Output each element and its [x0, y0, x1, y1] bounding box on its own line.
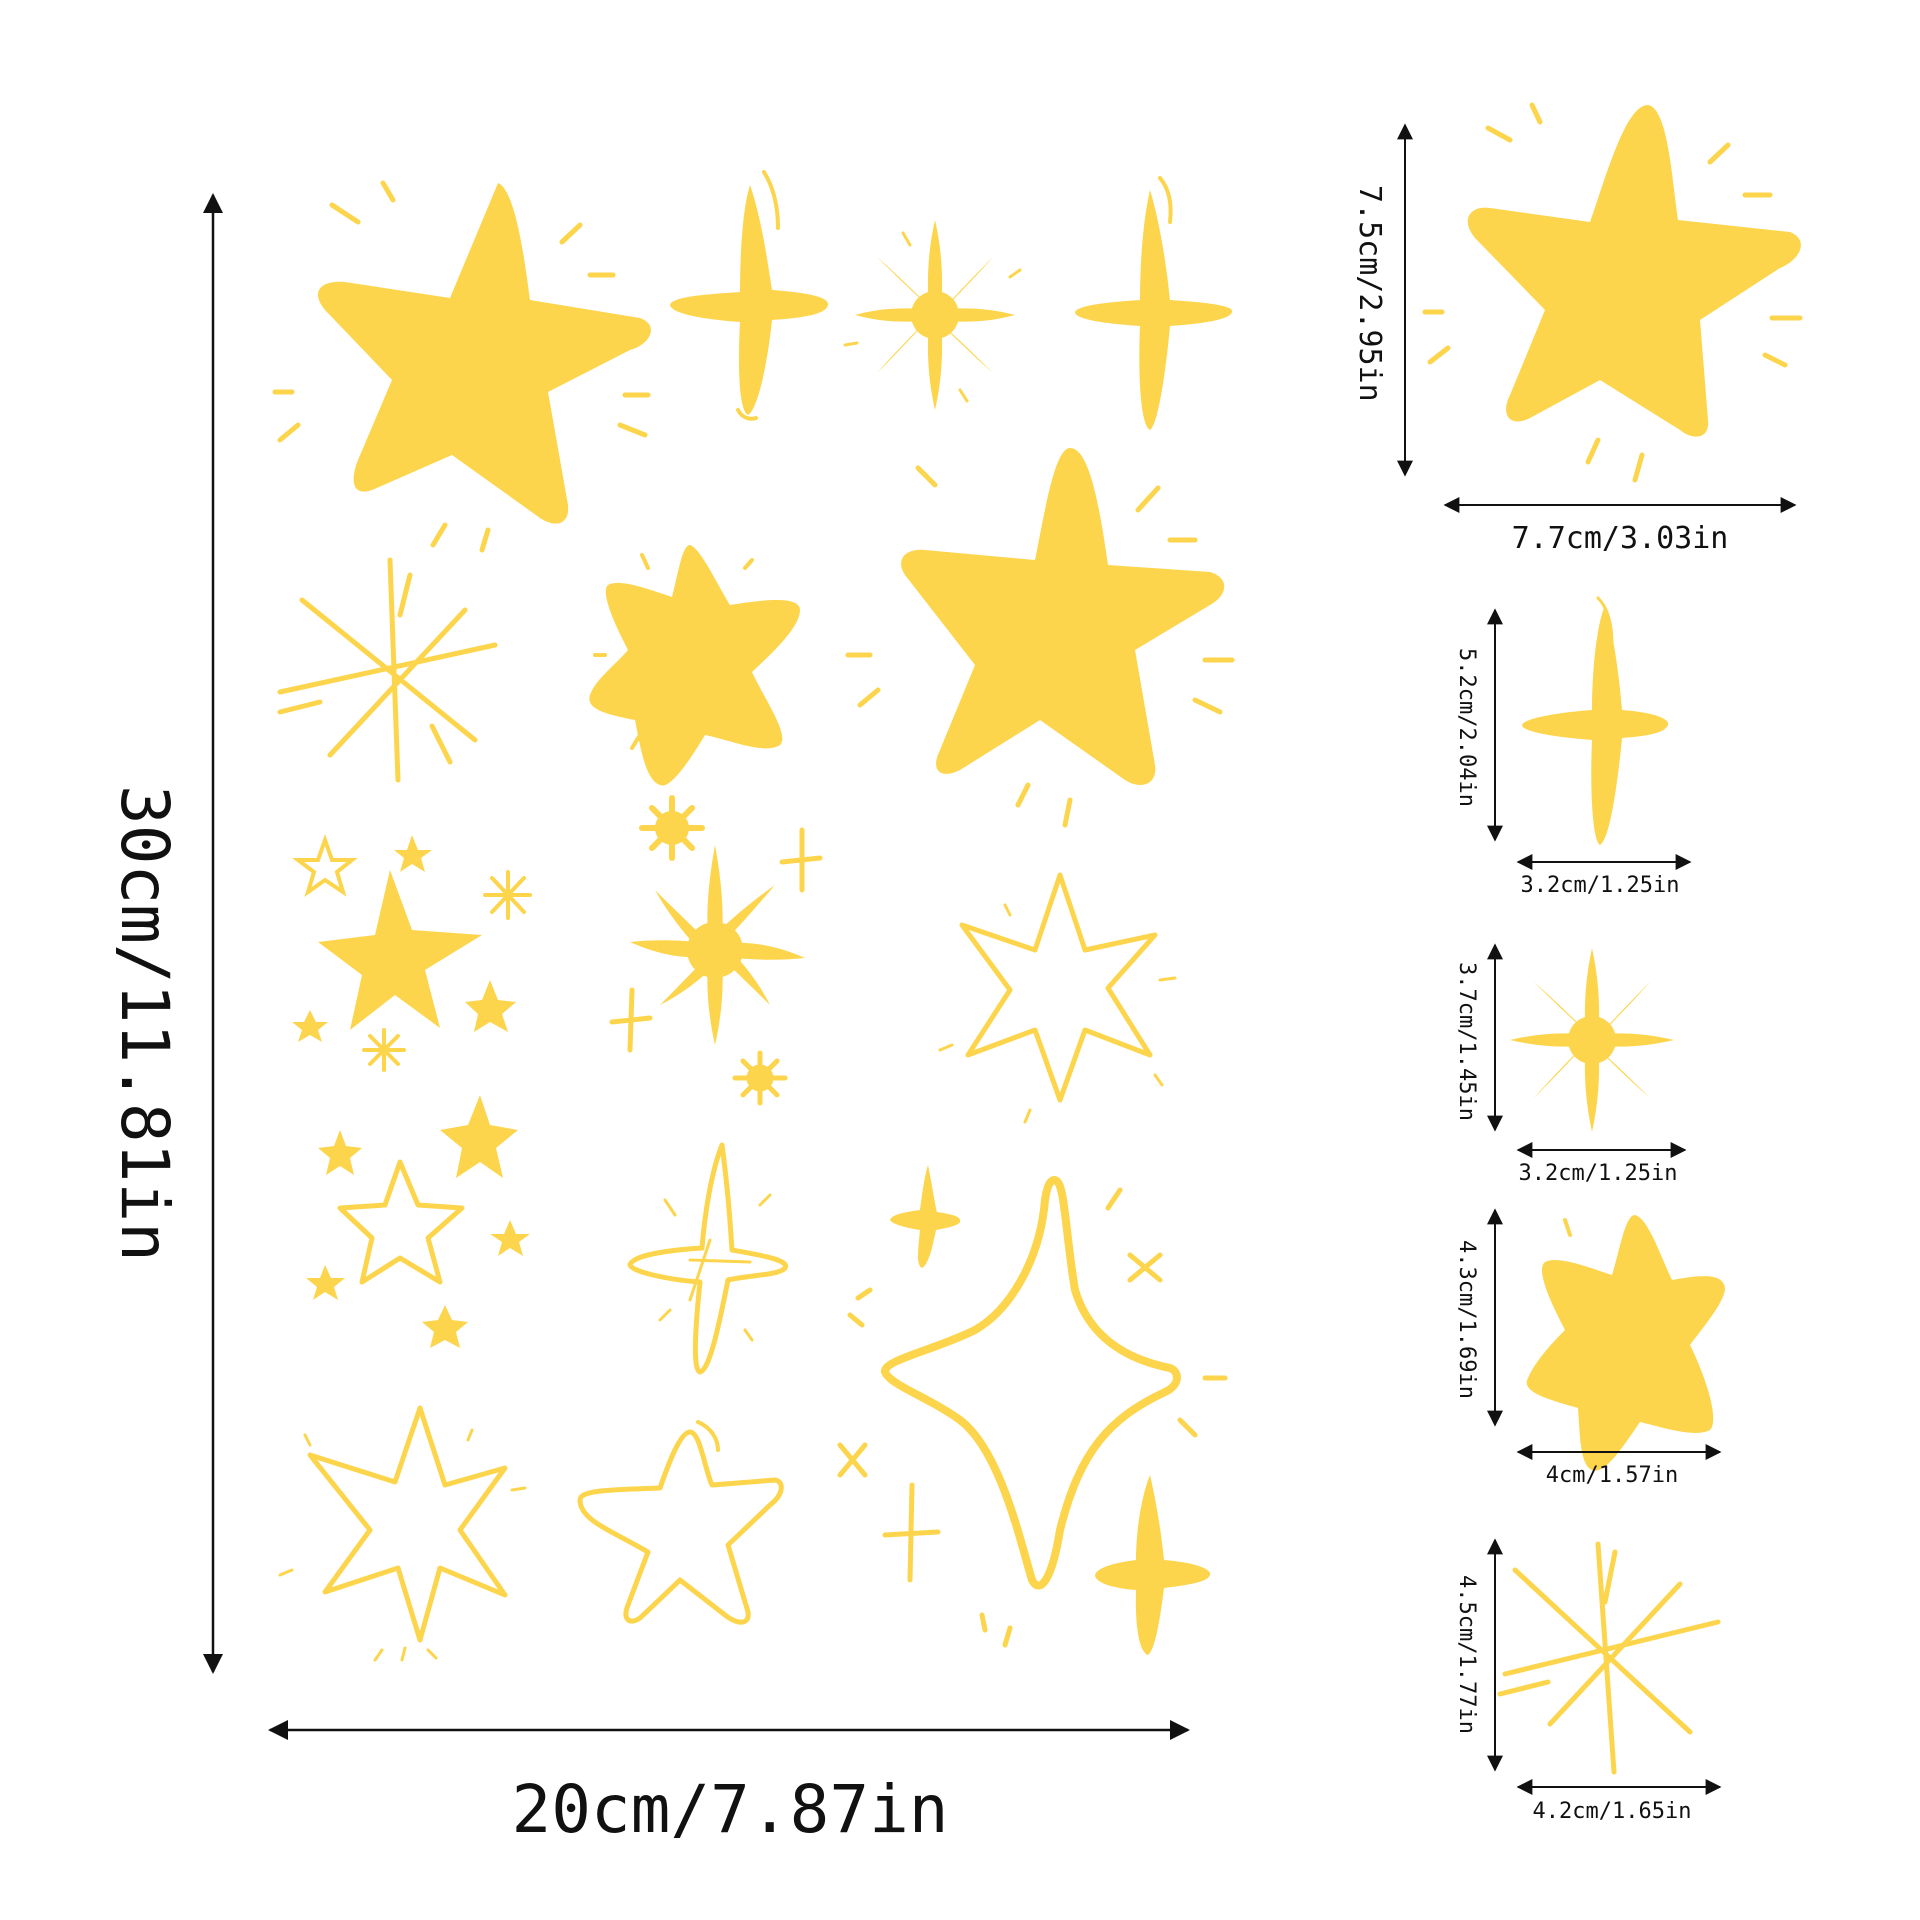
main-width-label: 20cm/7.87in: [511, 1771, 948, 1848]
outline-sparkle-icon: [627, 1142, 788, 1375]
detail-2-width-label: 3.2cm/1.25in: [1521, 873, 1680, 898]
detail-five-point-star: 7.5cm/2.95in 7.7cm/3.03in: [1352, 102, 1803, 556]
detail-eight-point-star: 3.7cm/1.45in 3.2cm/1.25in: [1454, 943, 1687, 1186]
outline-star-icon: [938, 872, 1177, 1124]
detail-six-point-star: 4.3cm/1.69in 4cm/1.57in: [1454, 1208, 1725, 1488]
main-height-dimension: 30cm/11.81in: [106, 193, 223, 1674]
detail-1-height-label: 7.5cm/2.95in: [1352, 185, 1387, 402]
detail-starburst: 4.5cm/1.77in 4.2cm/1.65in: [1454, 1538, 1722, 1824]
five-point-star-icon: [1467, 105, 1801, 437]
main-height-label: 30cm/11.81in: [106, 785, 183, 1262]
six-point-star-icon: [1526, 1215, 1725, 1471]
detail-3-height-label: 3.7cm/1.45in: [1454, 962, 1479, 1121]
outline-star-icon: [577, 1420, 784, 1625]
outline-star-icon: [278, 1405, 527, 1662]
sparkle-icon: [1522, 605, 1669, 845]
plus-sparkle-icon: [837, 1442, 941, 1583]
detail-3-width-label: 3.2cm/1.25in: [1519, 1161, 1678, 1186]
detail-5-width-label: 4.2cm/1.65in: [1533, 1799, 1692, 1824]
big-filled-star-icon: [272, 180, 651, 553]
detail-1-width-label: 7.7cm/3.03in: [1512, 521, 1729, 556]
outline-star-cluster-icon: [306, 1095, 530, 1348]
sparkle-icon: [1095, 1475, 1211, 1655]
main-width-dimension: 20cm/7.87in: [268, 1720, 1190, 1848]
detail-4-width-label: 4cm/1.57in: [1546, 1463, 1678, 1488]
star-cluster-icon: [292, 833, 532, 1072]
six-point-star-icon: [589, 545, 800, 786]
starburst-icon: [277, 557, 498, 783]
detail-four-point-sparkle: 5.2cm/2.04in 3.2cm/1.25in: [1454, 596, 1692, 898]
outline-diamond-sparkle-icon: [847, 1176, 1228, 1648]
small-sparkle-icon: [890, 1165, 961, 1268]
detail-2-height-label: 5.2cm/2.04in: [1454, 648, 1479, 807]
sparkle-icon: [1075, 176, 1233, 430]
detail-5-height-label: 4.5cm/1.77in: [1454, 1575, 1479, 1734]
starburst-icon: [1497, 1541, 1721, 1775]
sparkle-cluster-icon: [609, 795, 823, 1106]
detail-4-height-label: 4.3cm/1.69in: [1454, 1240, 1479, 1399]
eight-point-star-icon: [1510, 948, 1674, 1132]
big-filled-star-icon: [845, 448, 1235, 828]
eight-point-star-icon: [843, 220, 1022, 410]
sparkle-icon: [670, 170, 829, 421]
main-sheet: [272, 170, 1235, 1662]
